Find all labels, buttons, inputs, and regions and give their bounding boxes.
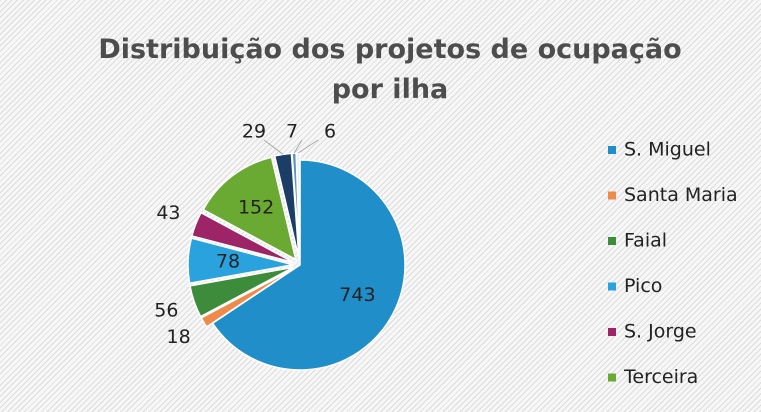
legend-label: Faial xyxy=(624,230,667,252)
pie-slice xyxy=(189,266,294,318)
data-label: 56 xyxy=(154,300,178,322)
legend-swatch xyxy=(608,237,616,245)
pie-slice xyxy=(190,211,294,264)
data-label: 29 xyxy=(242,121,266,143)
data-label: 78 xyxy=(216,251,240,273)
data-label: 7 xyxy=(286,121,298,143)
leader-line xyxy=(293,139,303,154)
data-label: 43 xyxy=(156,202,180,224)
legend-swatch xyxy=(608,191,616,200)
legend-label: S. Jorge xyxy=(624,321,697,343)
leader-line xyxy=(297,139,319,154)
legend-swatch xyxy=(608,282,616,291)
pie-slice xyxy=(187,237,294,285)
legend-label: Pico xyxy=(624,275,662,297)
legend-label: Santa Maria xyxy=(624,184,738,206)
legend-swatch xyxy=(608,328,616,336)
pie-slice xyxy=(200,267,295,328)
legend-label: Terceira xyxy=(623,366,698,388)
legend-label: S. Miguel xyxy=(624,139,711,161)
chart-title: Distribuição dos projetos de ocupação po… xyxy=(98,34,682,105)
data-label: 6 xyxy=(324,121,336,143)
data-label: 743 xyxy=(339,284,375,306)
data-label: 18 xyxy=(167,326,191,348)
leader-line xyxy=(263,139,284,155)
pie-slice xyxy=(211,159,406,371)
pie-slice xyxy=(202,156,297,261)
legend-swatch xyxy=(608,146,616,154)
data-label: 152 xyxy=(238,196,274,218)
pie-slice xyxy=(295,152,301,259)
legend-swatch xyxy=(608,373,616,382)
